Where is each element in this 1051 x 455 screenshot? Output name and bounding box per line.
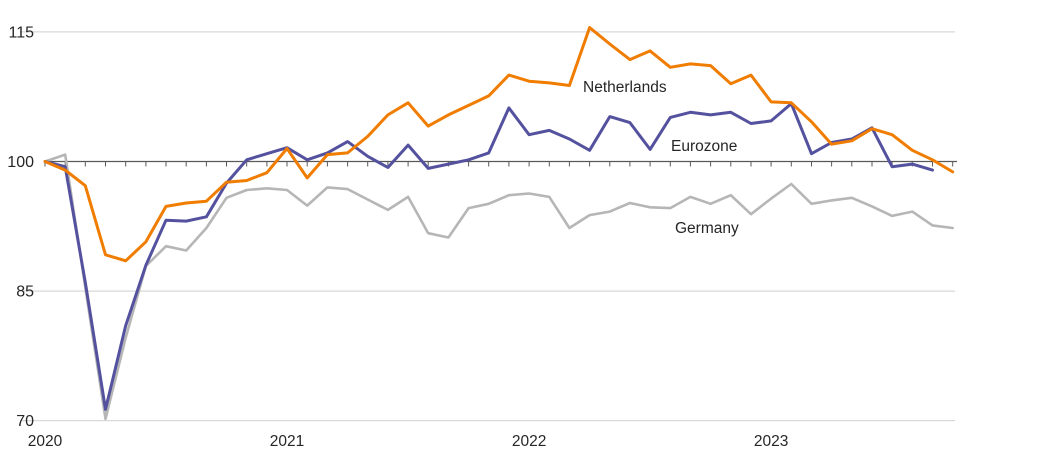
y-axis-labels: 115 100 85 70 bbox=[7, 24, 34, 430]
x-axis-label-2022: 2022 bbox=[512, 433, 546, 450]
baseline-axis bbox=[44, 160, 957, 167]
series-label-netherlands: Netherlands bbox=[583, 79, 667, 96]
x-axis-label-2023: 2023 bbox=[754, 433, 788, 450]
series-label-germany: Germany bbox=[675, 220, 739, 237]
y-axis-label: 85 bbox=[16, 284, 34, 301]
y-axis-label: 100 bbox=[7, 154, 34, 171]
x-axis-label-2020: 2020 bbox=[28, 433, 63, 450]
series-line-netherlands bbox=[43, 26, 955, 263]
series-line-eurozone bbox=[43, 102, 934, 411]
x-axis-label-2021: 2021 bbox=[270, 433, 304, 450]
y-axis-label: 70 bbox=[16, 413, 34, 430]
series-label-eurozone: Eurozone bbox=[671, 138, 737, 155]
gridlines bbox=[20, 31, 955, 422]
series-line-germany bbox=[43, 153, 955, 421]
y-axis-label: 115 bbox=[8, 24, 34, 41]
x-axis-labels: 2020 2021 2022 2023 bbox=[28, 433, 789, 450]
